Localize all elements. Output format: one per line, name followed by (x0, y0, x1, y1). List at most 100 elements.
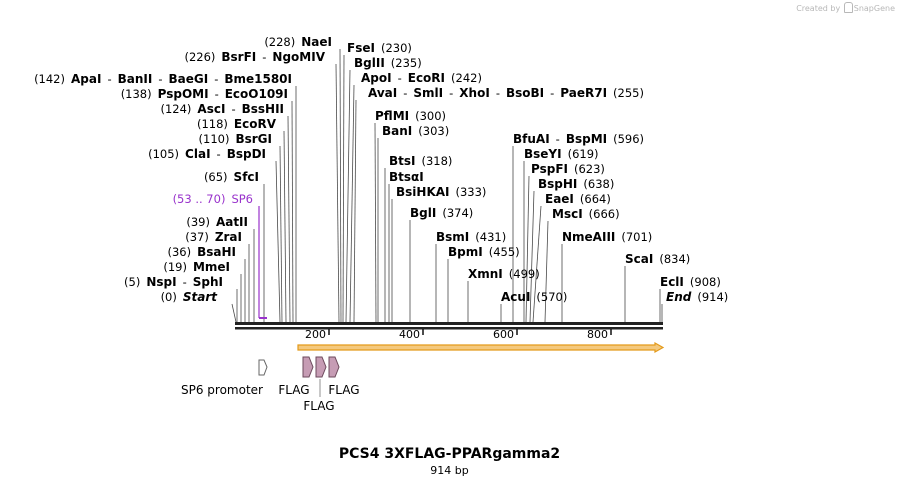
site-leader-s21 (374, 122, 377, 323)
site-label-part: (230) (381, 41, 412, 55)
site-label-part: ZraI (215, 230, 242, 244)
site-label-s24: BtsαI (389, 170, 424, 184)
site-label-part: AatII (216, 215, 248, 229)
site-label-s6: (118) EcoRV (197, 117, 277, 131)
site-leader-s34 (529, 190, 535, 323)
site-label-s12: (37) ZraI (185, 230, 242, 244)
site-label-part: BanII (118, 72, 153, 86)
site-label-part: ApaI (71, 72, 101, 86)
site-label-part: NaeI (301, 35, 332, 49)
site-label-part: - (550, 86, 554, 100)
site-label-part: XmnI (468, 267, 503, 281)
site-label-part: (623) (574, 162, 605, 176)
site-label-part: SfcI (234, 170, 259, 184)
site-label-part: EcoRV (234, 117, 277, 131)
site-label-part: MscI (552, 207, 583, 221)
flag-arrow-3 (328, 356, 340, 378)
site-label-part: BsoBI (506, 86, 544, 100)
site-leader-s20 (353, 99, 357, 323)
site-label-s30: AcuI (570) (501, 290, 567, 304)
site-label-part: PflMI (375, 109, 409, 123)
site-label-part: BsmI (436, 230, 469, 244)
flag-label-2: FLAG (303, 399, 334, 413)
ruler-label-200: 200 (305, 328, 326, 341)
site-label-part: BaeGI (168, 72, 208, 86)
site-label-part: (318) (422, 154, 453, 168)
site-label-part: - (217, 147, 221, 161)
site-label-part: BspHI (538, 177, 577, 191)
site-leader-s8 (275, 160, 281, 323)
site-label-s1: (228) NaeI (264, 35, 332, 49)
dna-strand-bottom (235, 327, 663, 330)
site-label-part: (226) (184, 50, 215, 64)
site-label-part: (142) (34, 72, 65, 86)
site-label-part: (455) (489, 245, 520, 259)
site-label-s19: ApoI - EcoRI (242) (361, 71, 482, 85)
site-label-part: Start (183, 290, 218, 304)
site-label-s21: PflMI (300) (375, 109, 446, 123)
site-label-part: BtsαI (389, 170, 424, 184)
site-label-part: AcuI (501, 290, 530, 304)
site-label-part: PaeR7I (560, 86, 607, 100)
site-label-part: End (666, 290, 692, 304)
site-label-part: (701) (621, 230, 652, 244)
site-label-part: NmeAIII (562, 230, 615, 244)
flag-label-1: FLAG (278, 383, 309, 397)
site-label-s20: AvaI - SmlI - XhoI - BsoBI - PaeR7I (255) (368, 86, 644, 100)
site-leader-s19 (349, 84, 355, 323)
site-label-part: XhoI (459, 86, 490, 100)
site-leader-s1 (339, 48, 342, 323)
site-label-part: (0) (161, 290, 177, 304)
site-leader-s6 (283, 130, 287, 323)
site-label-part: (138) (121, 87, 152, 101)
credit-label: Created by (796, 4, 841, 13)
plasmid-length: 914 bp (430, 464, 469, 477)
site-label-part: Bme1580I (224, 72, 292, 86)
site-label-part: (37) (185, 230, 209, 244)
site-label-part: - (262, 50, 266, 64)
site-label-s32: BseYI (619) (524, 147, 599, 161)
site-label-s14: (19) MmeI (163, 260, 230, 274)
site-label-part: (834) (659, 252, 690, 266)
site-label-part: BseYI (524, 147, 562, 161)
site-label-part: PspOMI (158, 87, 209, 101)
site-label-s25: BsiHKAI (333) (396, 185, 486, 199)
site-label-s38: ScaI (834) (625, 252, 690, 266)
site-leader-s35 (532, 205, 542, 323)
snapgene-credit: Created by SnapGene (796, 2, 895, 13)
site-label-part: - (496, 86, 500, 100)
site-label-part: (431) (475, 230, 506, 244)
site-label-part: (664) (580, 192, 611, 206)
site-label-part: EcoO109I (225, 87, 288, 101)
site-label-part: AscI (197, 102, 225, 116)
flag-label-3: FLAG (328, 383, 359, 397)
site-label-part: - (215, 87, 219, 101)
site-label-part: - (158, 72, 162, 86)
site-label-part: (255) (613, 86, 644, 100)
site-label-part: AvaI (368, 86, 397, 100)
site-label-part: - (231, 102, 235, 116)
site-label-part: - (556, 132, 560, 146)
site-label-s13: (36) BsaHI (167, 245, 236, 259)
sp6-promoter-arrow (258, 359, 268, 376)
site-label-part: (914) (697, 290, 728, 304)
site-leader-s18 (345, 69, 351, 323)
site-label-s18: BglII (235) (354, 56, 422, 70)
site-label-s27: BsmI (431) (436, 230, 506, 244)
site-leader-s7 (279, 145, 283, 323)
site-label-part: (39) (186, 215, 210, 229)
site-label-s7: (110) BsrGI (199, 132, 272, 146)
site-label-part: SphI (193, 275, 223, 289)
site-label-part: BglI (410, 206, 436, 220)
ruler-label-600: 600 (493, 328, 514, 341)
site-label-part: BspDI (227, 147, 266, 161)
site-leader-s17 (342, 54, 345, 323)
site-label-part: - (398, 71, 402, 85)
site-label-s34: BspHI (638) (538, 177, 614, 191)
site-label-part: ScaI (625, 252, 653, 266)
site-label-s3: (142) ApaI - BanII - BaeGI - Bme1580I (34, 72, 292, 86)
site-label-s9: (65) SfcI (204, 170, 259, 184)
site-label-part: (118) (197, 117, 228, 131)
site-label-s22: BanI (303) (382, 124, 449, 138)
